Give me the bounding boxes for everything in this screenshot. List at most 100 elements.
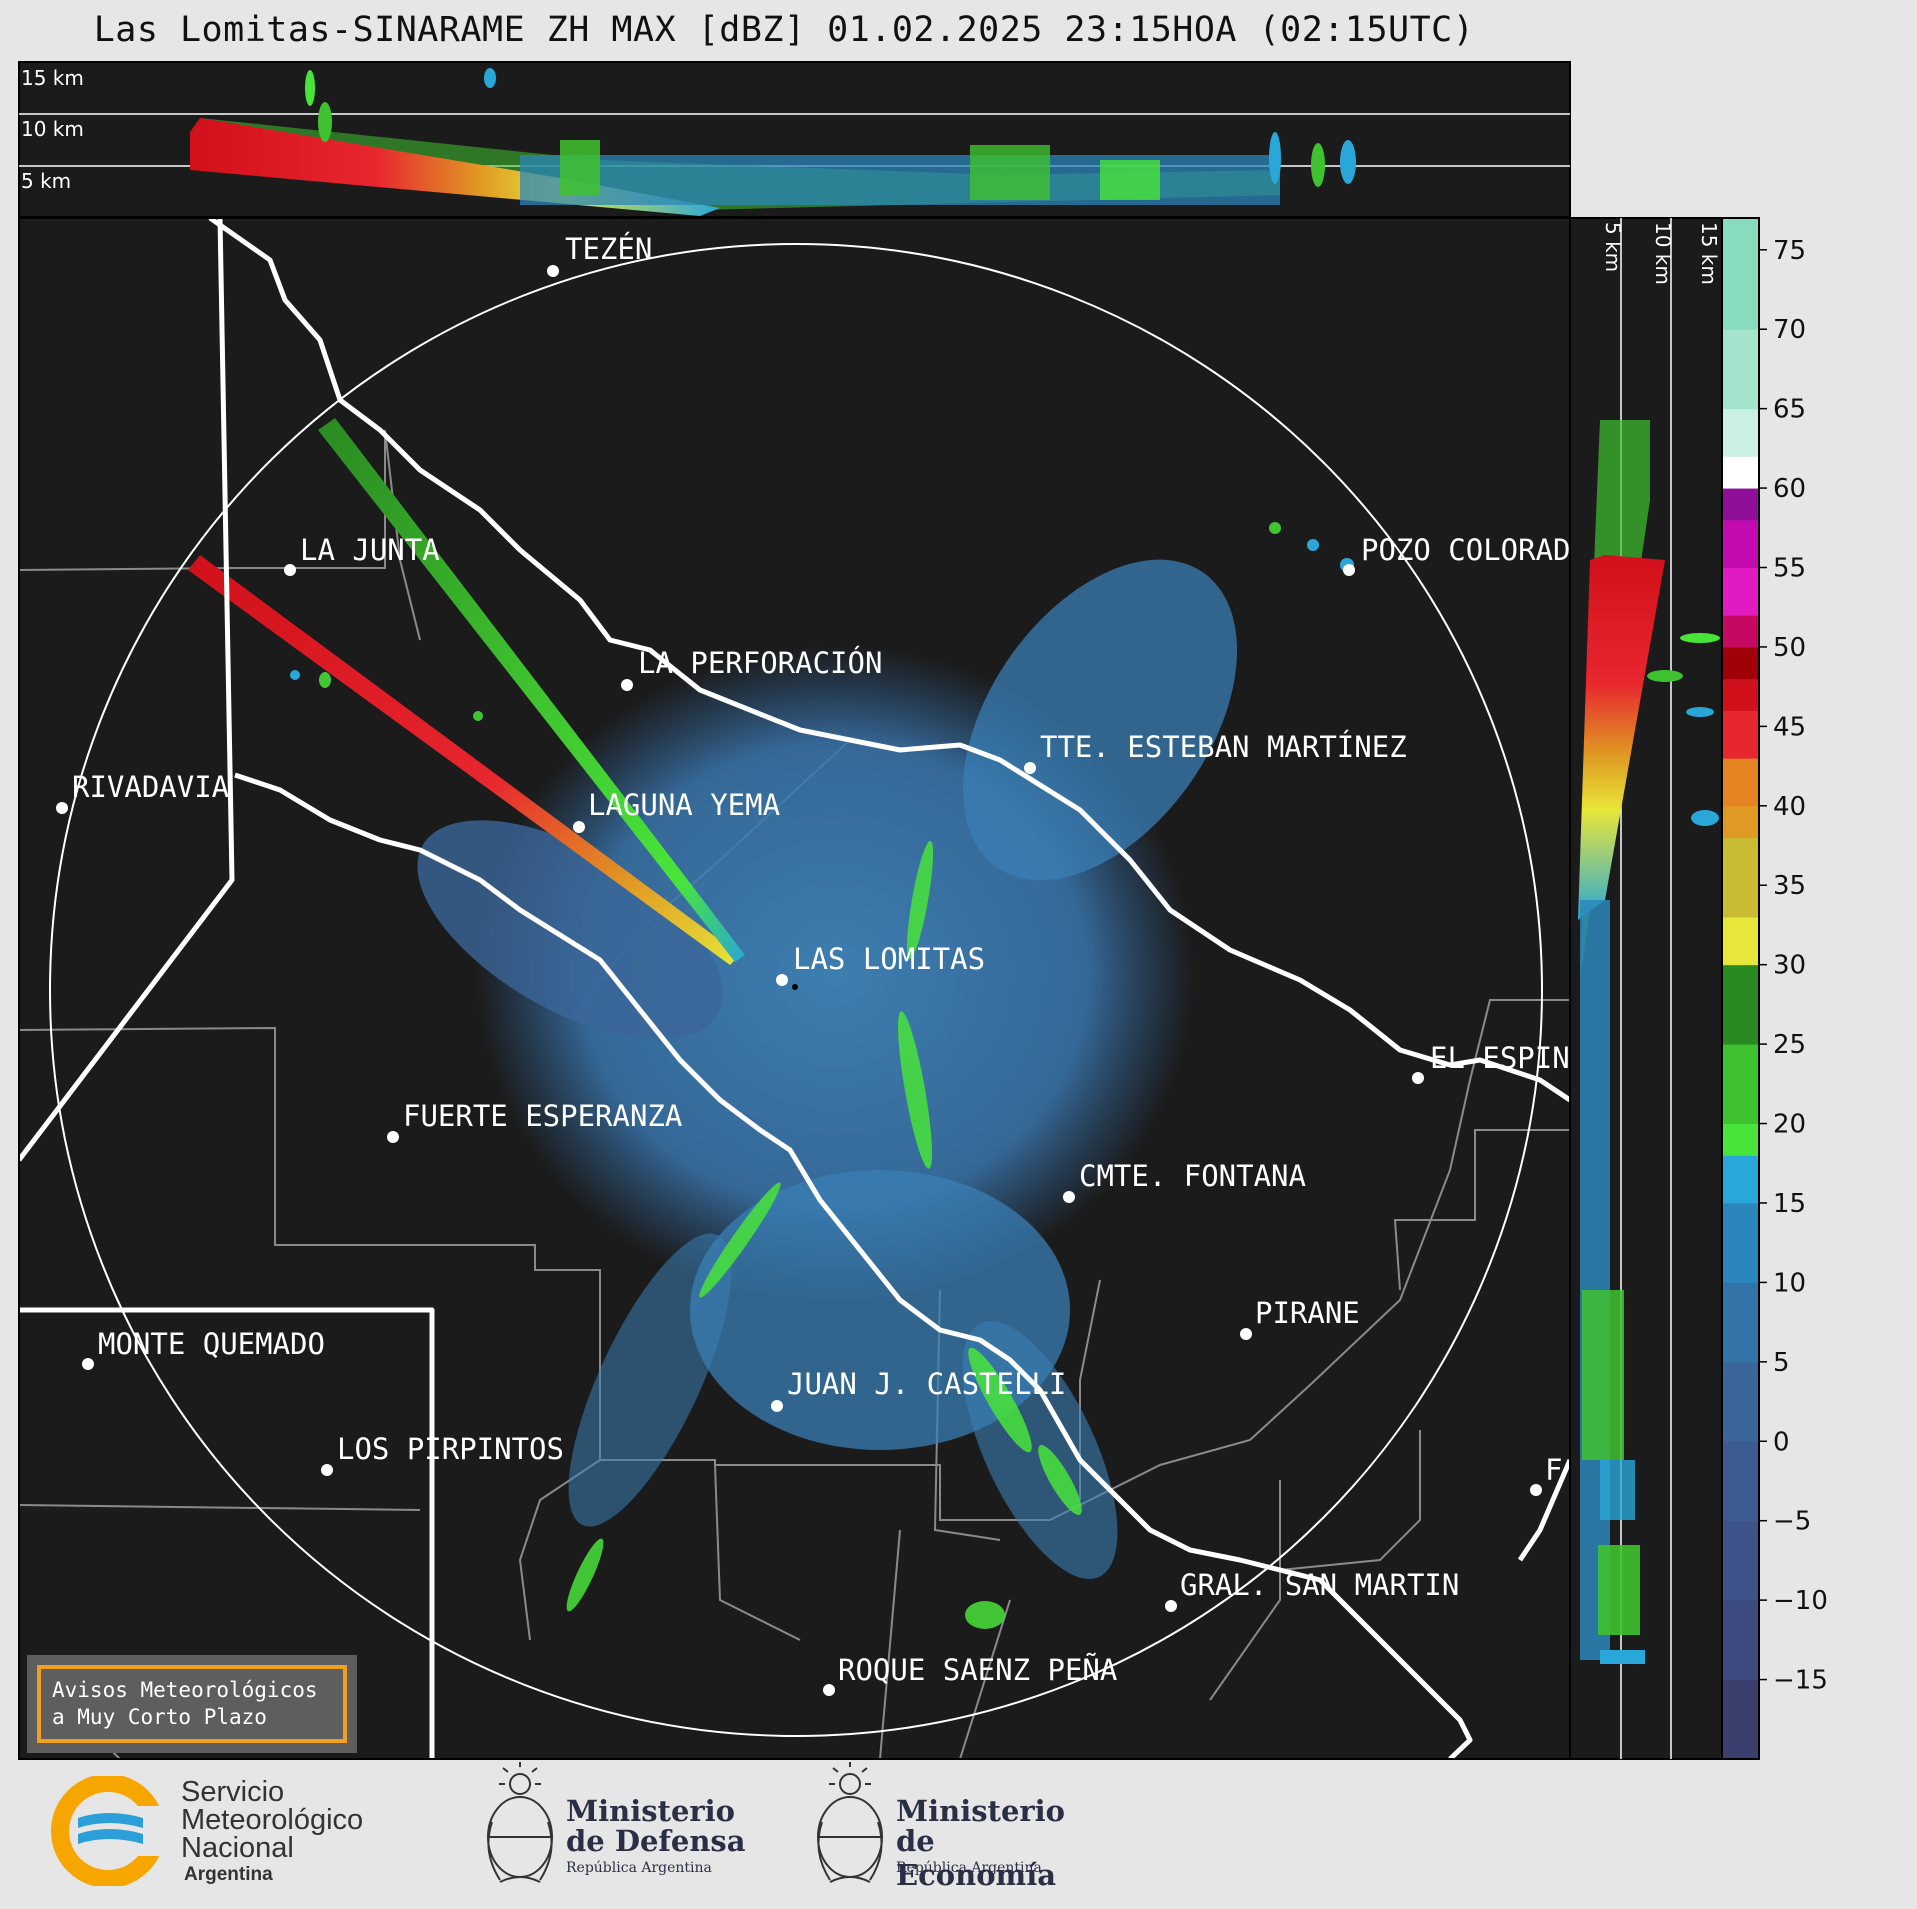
city-dot-pozo-colorado xyxy=(1343,564,1355,576)
colorbar-tick-label: 30 xyxy=(1773,951,1806,981)
city-dot-el-espinillo xyxy=(1412,1072,1424,1084)
city-label-el-espinillo: EL ESPIN xyxy=(1430,1041,1570,1075)
notice-box[interactable]: Avisos Meteorológicos a Muy Corto Plazo xyxy=(27,1655,357,1753)
colorbar-band-1 xyxy=(1722,1600,1759,1681)
city-label-juan-j-castelli: JUAN J. CASTELLI xyxy=(787,1367,1066,1401)
colorbar-band-7 xyxy=(1722,1155,1759,1204)
city-label-monte-quemado: MONTE QUEMADO xyxy=(98,1327,325,1361)
side-profile-cell-3 xyxy=(1686,707,1714,717)
city-label-pirane: PIRANE xyxy=(1255,1296,1360,1330)
colorbar-tick-label: 25 xyxy=(1773,1030,1806,1060)
colorbar-tick-label: 0 xyxy=(1773,1427,1790,1457)
top-profile-echo-band xyxy=(520,155,1280,205)
chart-title: Las Lomitas-SINARAME ZH MAX [dBZ] 01.02.… xyxy=(93,10,1475,50)
colorbar-band-22 xyxy=(1722,456,1759,489)
city-dot-rivadavia xyxy=(56,802,68,814)
top-profile-cell-4 xyxy=(1311,143,1325,187)
colorbar-band-6 xyxy=(1722,1202,1759,1283)
side-profile-beam xyxy=(1578,555,1665,920)
top-profile-label-5km: 5 km xyxy=(21,169,71,193)
colorbar-band-11 xyxy=(1722,917,1759,966)
smn-emblem-icon xyxy=(51,1774,170,1888)
notice-box-outer xyxy=(27,1655,357,1753)
city-dot-pirane xyxy=(1240,1328,1252,1340)
colorbar-band-21 xyxy=(1722,488,1759,521)
top-profile-cell-5 xyxy=(1340,140,1356,184)
radar-spoke-red xyxy=(188,555,740,965)
side-profile-cell-2 xyxy=(1647,670,1683,682)
top-profile-panel: 15 km 10 km 5 km xyxy=(18,61,1571,218)
colorbar-band-3 xyxy=(1722,1441,1759,1522)
top-profile-echo-green-1 xyxy=(560,140,600,195)
city-dot-monte-quemado xyxy=(82,1358,94,1370)
side-profile-panel: 5 km 10 km 15 km xyxy=(1569,217,1723,1760)
top-profile-cell-2 xyxy=(318,102,332,142)
city-dot-la-perforacion xyxy=(621,679,633,691)
top-profile-echo-green-3 xyxy=(1100,160,1160,200)
city-dot-la-junta xyxy=(284,564,296,576)
economia-line-3: República Argentina xyxy=(896,1860,1042,1876)
city-label-tte-esteban-martinez: TTE. ESTEBAN MARTÍNEZ xyxy=(1040,730,1407,764)
radar-spoke-green xyxy=(318,418,745,962)
city-label-la-perforacion: LA PERFORACIÓN xyxy=(638,646,882,680)
colorbar-tick-label: 5 xyxy=(1773,1348,1790,1378)
colorbar-tick-label: −10 xyxy=(1773,1586,1828,1616)
coat-of-arms-icon xyxy=(817,1762,883,1883)
colorbar-band-13 xyxy=(1722,805,1759,839)
colorbar-tick-label: 10 xyxy=(1773,1268,1806,1298)
defensa-line-1: Ministerio xyxy=(566,1794,736,1828)
city-label-f: F xyxy=(1545,1453,1562,1487)
colorbar-band-20 xyxy=(1722,519,1759,569)
colorbar-band-17 xyxy=(1722,646,1759,680)
smn-line-3: Nacional xyxy=(181,1832,294,1864)
city-label-rivadavia: RIVADAVIA xyxy=(72,770,229,804)
side-profile-echo-blue-2 xyxy=(1600,1460,1635,1520)
city-dot-tezen xyxy=(547,265,559,277)
borders-white xyxy=(19,218,1570,1759)
top-profile-label-10km: 10 km xyxy=(21,117,84,141)
colorbar-tick-label: 75 xyxy=(1773,236,1806,266)
colorbar-frame xyxy=(1721,217,1760,1760)
city-label-pozo-colorado: POZO COLORAD xyxy=(1361,533,1571,567)
colorbar-tick-label: 50 xyxy=(1773,633,1806,663)
city-label-tezen: TEZÉN xyxy=(565,232,652,266)
city-label-cmte-fontana: CMTE. FONTANA xyxy=(1079,1159,1306,1193)
top-profile-cell-1 xyxy=(305,70,315,106)
side-profile-echo-blue-1 xyxy=(1600,1650,1645,1664)
colorbar-band-14 xyxy=(1722,758,1759,807)
notice-line-2: a Muy Corto Plazo xyxy=(52,1705,267,1729)
colorbar-tick-label: 55 xyxy=(1773,554,1806,584)
colorbar-band-25 xyxy=(1722,218,1759,330)
city-dot-roque-saenz-pena xyxy=(823,1684,835,1696)
radar-echo-southwest xyxy=(568,1233,732,1527)
colorbar-tick-label: 40 xyxy=(1773,792,1806,822)
side-profile-label-5km: 5 km xyxy=(1601,222,1625,272)
colorbar-band-12 xyxy=(1722,837,1759,918)
defensa-line-3: República Argentina xyxy=(566,1860,712,1876)
city-label-las-lomitas: LAS LOMITAS xyxy=(793,942,985,976)
city-dot-laguna-yema xyxy=(573,821,585,833)
smn-logo: Servicio Meteorológico Nacional Argentin… xyxy=(48,1774,428,1888)
city-dot-los-pirpintos xyxy=(321,1464,333,1476)
economia-line-2: de Economía xyxy=(896,1824,1057,1892)
city-label-roque-saenz-pena: ROQUE SAENZ PEÑA xyxy=(838,1653,1117,1687)
colorbar-band-18 xyxy=(1722,615,1759,648)
city-label-gral-san-martin: GRAL. SAN MARTIN xyxy=(1180,1568,1459,1602)
city-dot-las-lomitas xyxy=(776,974,788,986)
notice-box-border xyxy=(37,1665,347,1743)
side-profile-echo-green-2 xyxy=(1598,1545,1640,1635)
colorbar-band-8 xyxy=(1722,1123,1759,1156)
city-dot-cmte-fontana xyxy=(1063,1191,1075,1203)
colorbar-band-0 xyxy=(1722,1679,1759,1760)
notice-line-1: Avisos Meteorológicos xyxy=(52,1678,318,1702)
top-profile-echo-green-2 xyxy=(970,145,1050,200)
radar-site-marker xyxy=(792,984,798,990)
side-profile-label-10km: 10 km xyxy=(1651,222,1675,285)
colorbar-band-23 xyxy=(1722,408,1759,457)
smn-line-2: Meteorológico xyxy=(181,1804,364,1836)
radar-echo-west xyxy=(417,820,723,1040)
colorbar-band-19 xyxy=(1722,567,1759,616)
colorbar-tick-label: 60 xyxy=(1773,474,1806,504)
